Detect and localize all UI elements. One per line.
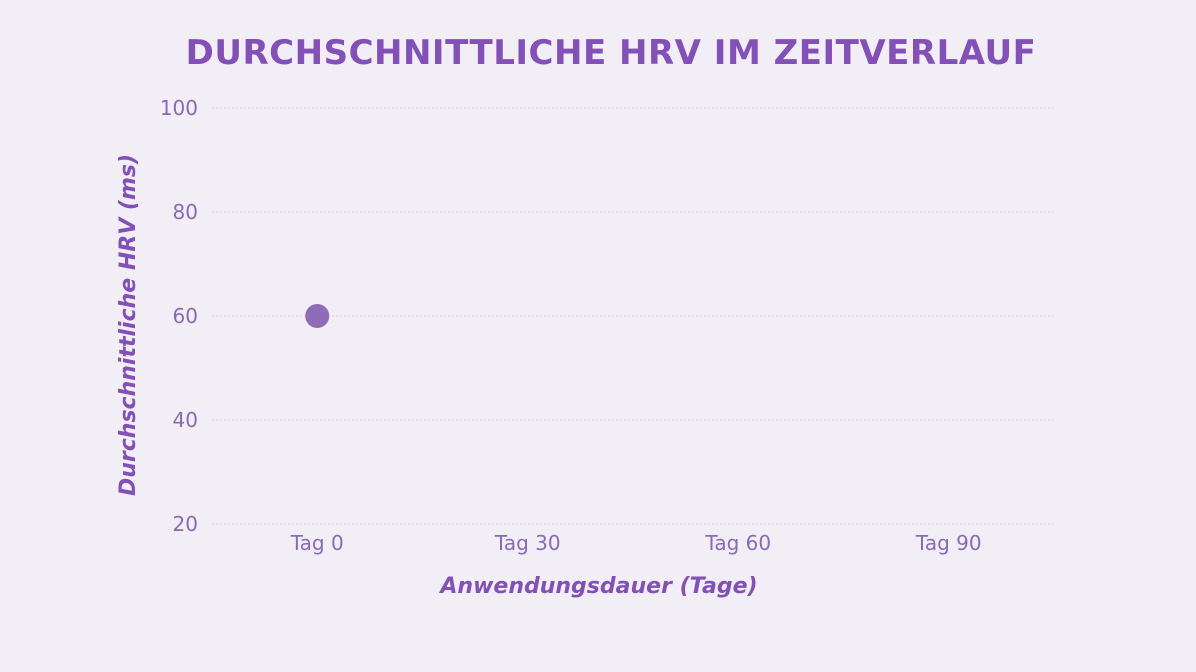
y-axis-title: Durchschnittliche HRV (ms) [116, 154, 141, 496]
y-tick-label: 60 [173, 304, 198, 328]
y-tick-labels: 20 40 60 80 100 [160, 96, 198, 536]
x-tick-label: Tag 90 [915, 531, 982, 555]
grid-lines [212, 107, 1054, 525]
y-tick-label: 40 [173, 408, 198, 432]
y-tick-label: 20 [173, 512, 198, 536]
data-point[interactable] [305, 304, 330, 328]
chart-title: DURCHSCHNITTLICHE HRV IM ZEITVERLAUF [186, 33, 1037, 73]
x-tick-label: Tag 60 [704, 531, 771, 555]
x-tick-label: Tag 0 [290, 531, 344, 555]
y-tick-label: 100 [160, 96, 198, 120]
x-tick-label: Tag 30 [494, 531, 561, 555]
x-axis-title: Anwendungsdauer (Tage) [438, 574, 757, 599]
x-tick-labels: Tag 0 Tag 30 Tag 60 Tag 90 [290, 531, 982, 555]
data-points [305, 304, 330, 328]
y-tick-label: 80 [173, 200, 198, 224]
